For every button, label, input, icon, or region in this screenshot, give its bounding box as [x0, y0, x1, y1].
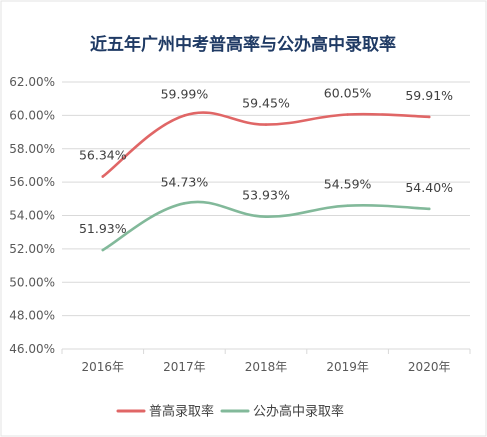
- y-tick-label: 58.00%: [9, 142, 55, 156]
- y-tick-label: 52.00%: [9, 242, 55, 256]
- data-point: [427, 115, 431, 119]
- x-tick-label: 2020年: [408, 360, 451, 374]
- data-label: 59.45%: [242, 96, 290, 111]
- data-label: 54.73%: [161, 174, 209, 189]
- y-tick-label: 50.00%: [9, 275, 55, 289]
- data-label: 53.93%: [242, 188, 290, 203]
- legend-label-1: 公办高中录取率: [253, 404, 344, 420]
- series-layer: [101, 111, 431, 252]
- y-tick-label: 54.00%: [9, 209, 55, 223]
- data-point: [264, 215, 268, 218]
- x-tick-label: 2016年: [82, 360, 125, 374]
- y-tick-label: 48.00%: [9, 309, 55, 323]
- legend-label-0: 普高录取率: [149, 404, 214, 420]
- x-tick-label: 2019年: [326, 360, 369, 374]
- data-point: [264, 123, 268, 126]
- data-point: [183, 202, 186, 205]
- x-tick-label: 2017年: [163, 360, 206, 374]
- data-point: [101, 175, 105, 178]
- x-tick-label: 2018年: [245, 360, 288, 374]
- data-label: 54.40%: [405, 180, 453, 195]
- y-tick-label: 60.00%: [9, 108, 55, 122]
- y-tick-label: 56.00%: [9, 175, 55, 189]
- legend: 普高录取率 公办高中录取率: [116, 404, 344, 420]
- data-label: 60.05%: [324, 86, 372, 101]
- data-point: [346, 204, 349, 207]
- y-tick-label: 62.00%: [9, 75, 55, 89]
- chart-title: 近五年广州中考普高率与公办高中录取率: [90, 34, 396, 55]
- data-label: 56.34%: [79, 147, 127, 162]
- y-tick-label: 46.00%: [9, 342, 55, 356]
- data-labels: 56.34% 59.99% 59.45% 60.05% 59.91% 51.93% 54.7…: [79, 86, 453, 237]
- data-label: 51.93%: [79, 221, 127, 236]
- data-point: [183, 114, 186, 117]
- grid-layer: [62, 81, 470, 350]
- data-label: 54.59%: [324, 177, 372, 192]
- y-axis-ticks: 46.00% 48.00% 50.00% 52.00% 54.00% 56.00% 58.0…: [9, 75, 55, 356]
- data-point: [346, 113, 349, 116]
- data-point: [427, 207, 431, 211]
- data-label: 59.99%: [161, 87, 209, 102]
- x-axis-ticks: 2016年 2017年 2018年 2019年 2020年: [61, 349, 471, 374]
- data-point: [101, 248, 105, 252]
- data-label: 59.91%: [405, 88, 453, 103]
